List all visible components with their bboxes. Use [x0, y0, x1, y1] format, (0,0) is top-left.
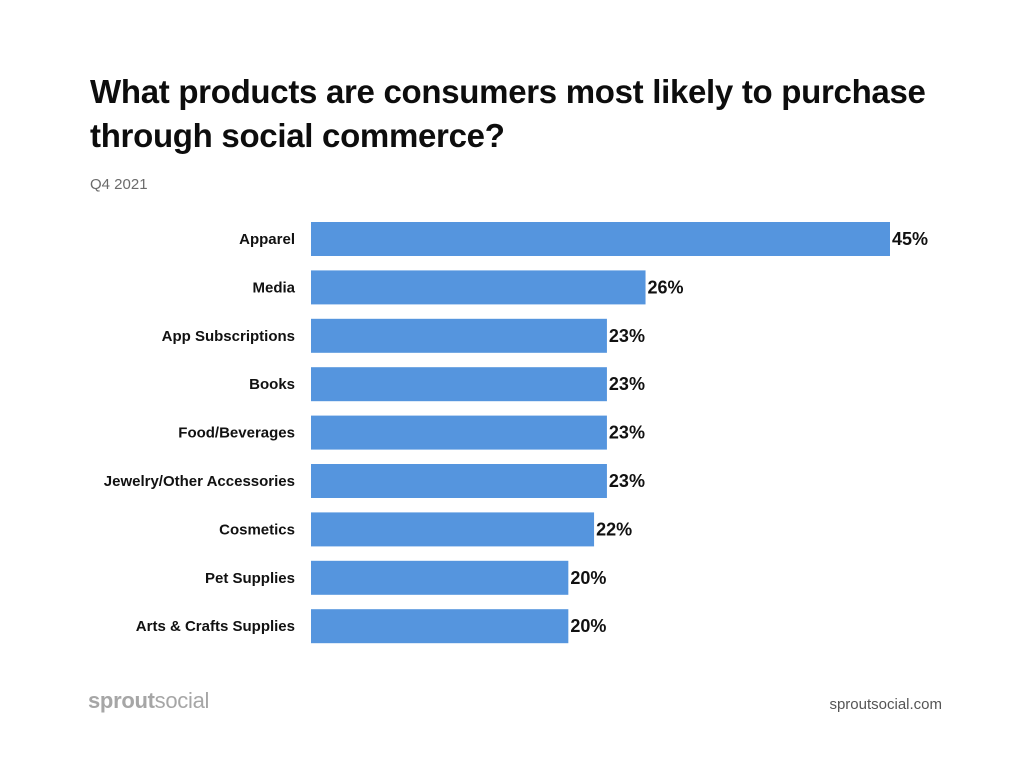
data-label: 23%	[609, 374, 645, 394]
bar	[311, 560, 569, 595]
data-label: 20%	[570, 568, 606, 588]
bar	[311, 464, 607, 498]
category-label: Cosmetics	[219, 521, 295, 538]
category-label: Jewelry/Other Accessories	[104, 473, 295, 490]
bar	[311, 609, 569, 644]
data-label: 22%	[596, 519, 632, 539]
bar	[311, 318, 607, 353]
logo-text-social: social	[154, 688, 210, 713]
data-label: 20%	[570, 616, 606, 636]
data-label: 23%	[609, 326, 645, 346]
category-label: Food/Beverages	[178, 425, 295, 442]
data-label: 26%	[648, 277, 684, 297]
bar	[311, 222, 890, 256]
chart-subtitle: Q4 2021	[90, 176, 148, 193]
data-label: 45%	[892, 229, 928, 249]
data-label: 23%	[609, 423, 645, 443]
bar	[311, 415, 607, 450]
category-label: Media	[252, 279, 295, 296]
logo-text-sprout: sprout	[88, 688, 155, 713]
data-label: 23%	[609, 471, 645, 491]
bar	[311, 270, 646, 305]
footer-url: sproutsocial.com	[829, 696, 942, 713]
bar	[311, 367, 607, 402]
bar	[311, 512, 595, 547]
category-label: Books	[249, 376, 295, 393]
sproutsocial-logo: sproutsocial	[88, 688, 209, 714]
chart-title: What products are consumers most likely …	[90, 73, 926, 154]
category-label: App Subscriptions	[162, 328, 295, 345]
category-label: Arts & Crafts Supplies	[136, 618, 295, 635]
category-label: Apparel	[239, 231, 295, 248]
category-label: Pet Supplies	[205, 570, 295, 587]
